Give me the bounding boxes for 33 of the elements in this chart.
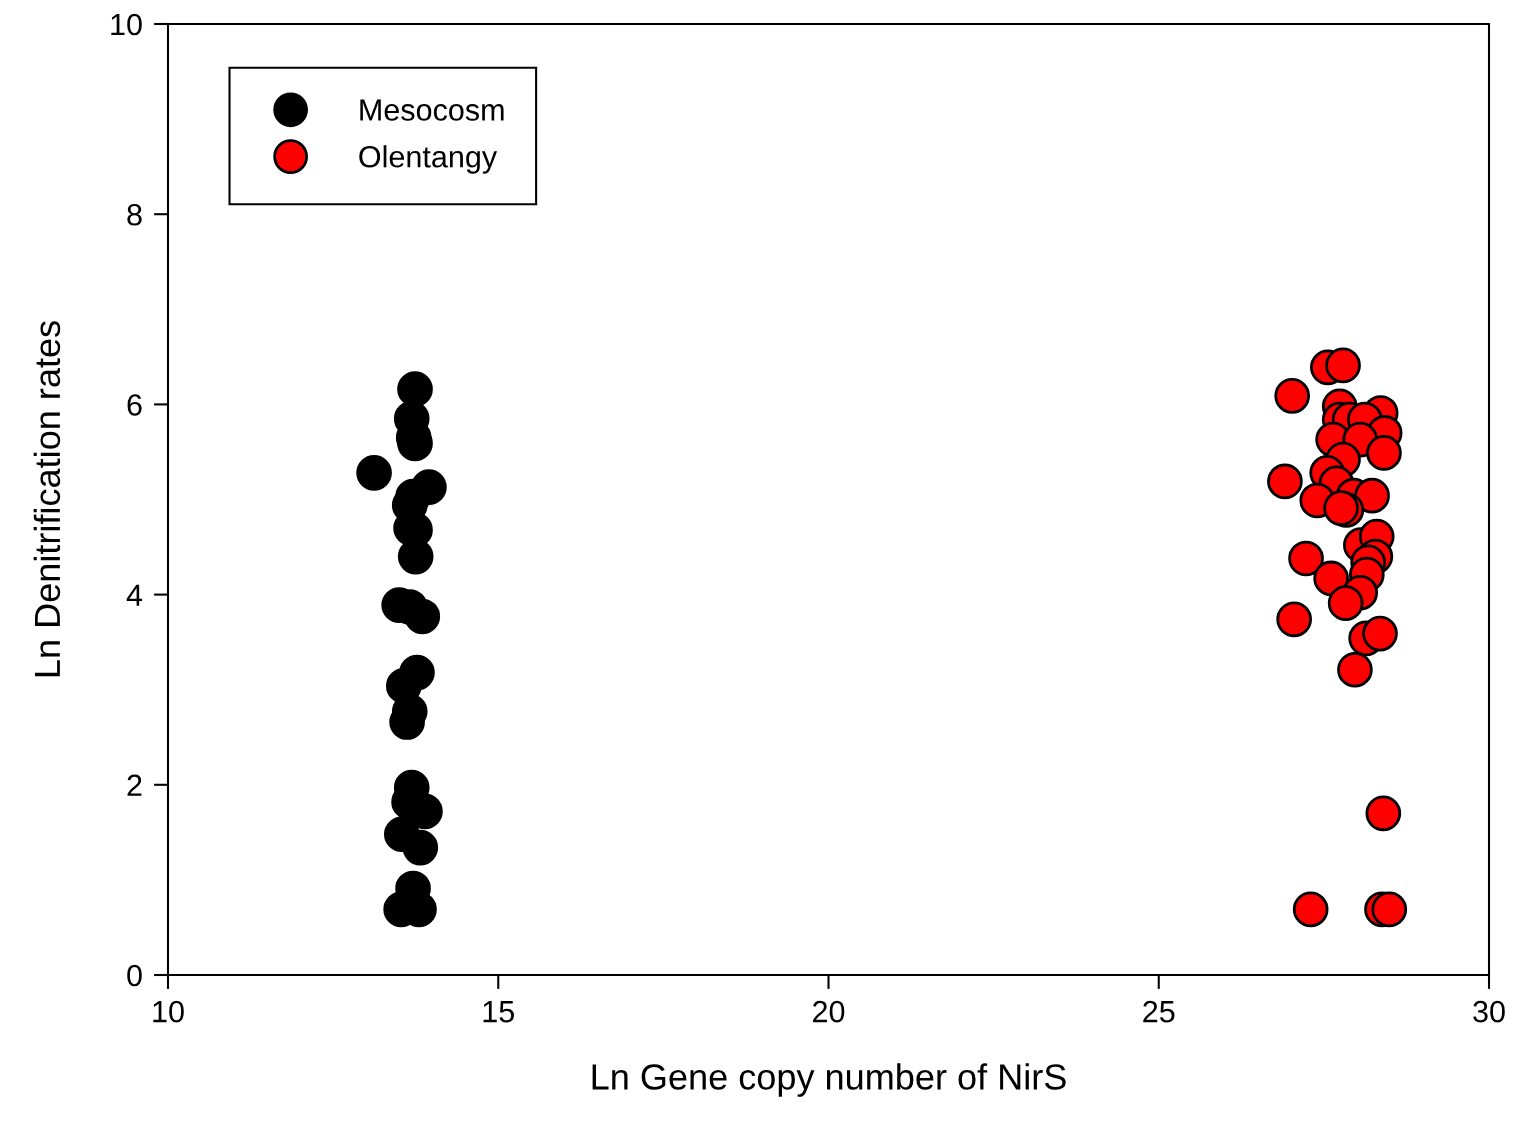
x-tick-label: 30 <box>1473 1000 1505 1023</box>
point <box>402 829 439 866</box>
x-tick-label: 25 <box>1143 1000 1175 1023</box>
point <box>1365 795 1402 832</box>
x-tick-label: 20 <box>813 1000 845 1023</box>
point <box>1267 463 1303 500</box>
y-tick-label: 10 <box>111 13 142 36</box>
y-tick-label: 0 <box>127 964 142 987</box>
point <box>1325 347 1361 384</box>
point <box>397 371 433 408</box>
point <box>356 455 392 491</box>
y-tick-label: 6 <box>127 394 142 416</box>
point <box>1276 601 1312 638</box>
point <box>1292 891 1329 928</box>
point <box>404 598 441 635</box>
x-tick-label: 15 <box>483 1001 514 1023</box>
legend-label: Olentangy <box>359 145 498 174</box>
point <box>1371 891 1408 928</box>
point <box>1366 435 1402 471</box>
y-tick-label: 4 <box>126 584 143 606</box>
point <box>1362 615 1398 652</box>
point <box>1354 477 1390 514</box>
point <box>1337 651 1373 688</box>
point <box>1327 585 1364 621</box>
y-tick-label: 2 <box>127 774 142 796</box>
legend-label: Mesocosm <box>360 99 504 121</box>
x-tick-label: 10 <box>153 1000 184 1023</box>
x-axis-title: Ln Gene copy number of NirS <box>592 1063 1066 1097</box>
point <box>1288 540 1324 577</box>
point <box>1323 490 1359 526</box>
point <box>1274 378 1310 414</box>
y-tick-label: 8 <box>127 203 142 226</box>
y-axis-title: Ln Denitrification rates <box>33 321 61 677</box>
